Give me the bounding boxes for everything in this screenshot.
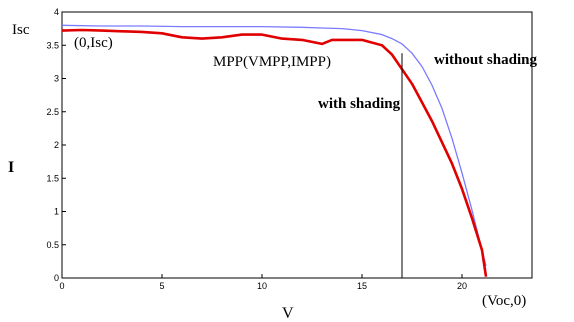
y-tick-label: 2.5 xyxy=(46,107,59,117)
without-shading-label: without shading xyxy=(434,52,537,68)
y-tick-label: 0.5 xyxy=(46,240,59,250)
y-tick-label: 3 xyxy=(54,74,59,84)
x-tick-label: 15 xyxy=(357,281,367,291)
zero-isc-label: (0,Isc) xyxy=(74,35,113,51)
series-line-with-shading xyxy=(61,28,488,277)
voc-label: (Voc,0) xyxy=(482,293,526,309)
x-tick-label: 20 xyxy=(457,281,467,291)
x-tick-label: 0 xyxy=(59,281,64,291)
axes-layer: 0 5 10 15 20 0 0.5 1 1.5 2 2.5 3 3.5 4 xyxy=(46,7,533,291)
series-layer xyxy=(61,24,488,278)
y-tick-label: 0 xyxy=(54,273,59,283)
y-tick-label: 4 xyxy=(54,7,59,17)
with-shading-label: with shading xyxy=(318,96,401,112)
x-axis-title: V xyxy=(282,305,294,322)
y-tick-label: 3.5 xyxy=(46,40,59,50)
y-tick-label: 1.5 xyxy=(46,173,59,183)
x-tick-label: 10 xyxy=(257,281,267,291)
y-tick-label: 1 xyxy=(54,207,59,217)
y-axis-title: I xyxy=(8,159,14,176)
x-tick-label: 5 xyxy=(159,281,164,291)
mpp-label: MPP(VMPP,IMPP) xyxy=(213,54,331,70)
annotation-layer: Isc (0,Isc) MPP(VMPP,IMPP) without shadi… xyxy=(8,22,537,322)
y-tick-label: 2 xyxy=(54,140,59,150)
isc-label: Isc xyxy=(12,22,30,38)
series-line-without-shading xyxy=(61,24,487,267)
